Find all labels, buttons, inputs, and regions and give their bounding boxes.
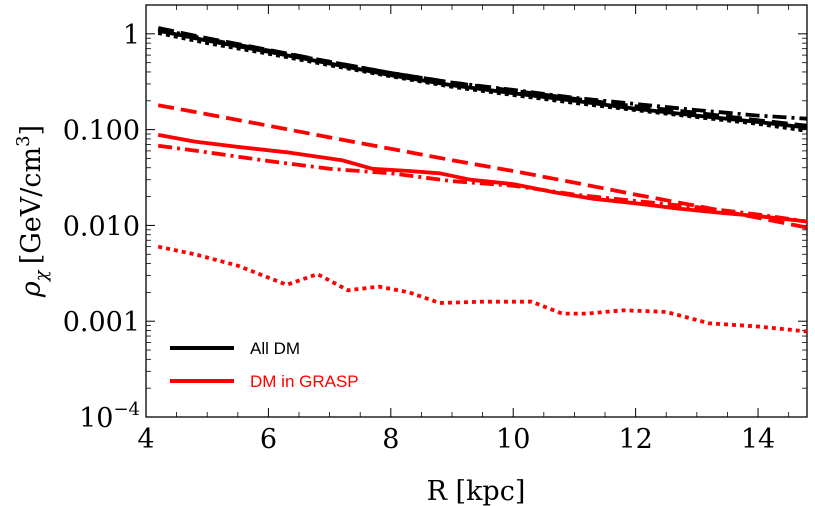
series-line-dashed-red <box>157 103 808 230</box>
x-tick-label: 10 <box>496 424 530 455</box>
legend-label-dm-in-grasp: DM in GRASP <box>250 372 359 391</box>
y-axis-label-close: ] <box>16 125 47 136</box>
legend-label-all-dm: All DM <box>250 339 300 358</box>
y-axis-label: ρχ [GeV/cm3] <box>13 125 52 298</box>
legend: All DM DM in GRASP <box>170 339 359 391</box>
series-line-dashdot-red <box>157 143 808 224</box>
series-line-dashed-black <box>157 26 808 128</box>
series-line-dashdot-black <box>157 27 808 121</box>
y-axis: 1 0.100 0.010 0.001 10−4 <box>63 4 807 434</box>
x-axis: 4 6 8 10 12 14 <box>137 5 790 455</box>
y-tick-label: 10−4 <box>79 399 140 434</box>
y-axis-label-unit: [GeV/cm <box>16 147 47 264</box>
series-layer <box>157 26 808 334</box>
x-tick-label: 14 <box>741 424 775 455</box>
x-tick-label: 4 <box>137 424 154 455</box>
series-line-solid-red <box>157 133 808 224</box>
x-axis-label: R [kpc] <box>427 476 526 506</box>
series-line-dotted-black <box>157 31 808 133</box>
x-tick-label: 6 <box>260 424 277 455</box>
x-tick-label: 8 <box>382 424 399 455</box>
x-tick-label: 12 <box>618 424 652 455</box>
y-tick-label: 0.001 <box>63 307 140 338</box>
y-axis-label-rho: ρ <box>16 281 47 298</box>
y-tick-label: 0.100 <box>63 116 140 147</box>
y-tick-label: 1 <box>123 20 140 51</box>
y-axis-label-chi: χ <box>31 269 52 283</box>
series-line-dotted-red <box>157 244 808 334</box>
plot-frame <box>145 4 808 418</box>
y-axis-label-sup: 3 <box>13 135 34 146</box>
y-tick-label: 0.010 <box>63 211 140 242</box>
